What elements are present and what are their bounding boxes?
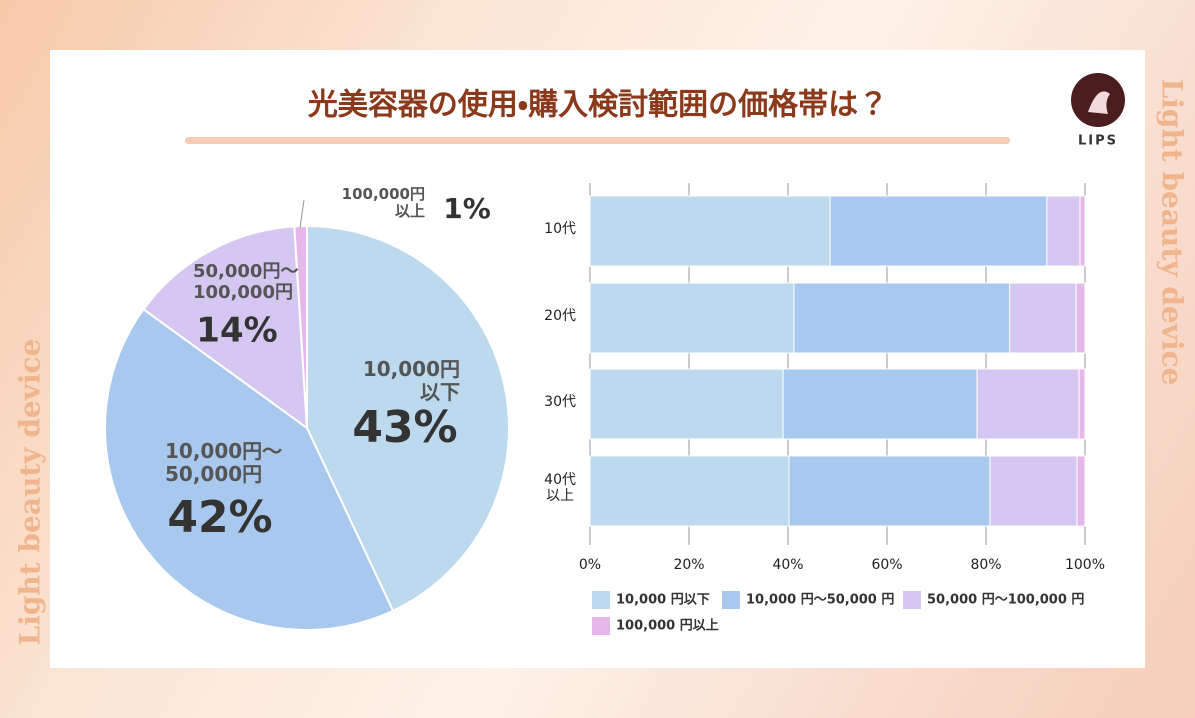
y-tick-label: 40代 以上: [544, 472, 576, 505]
logo-text: LIPS: [1078, 134, 1118, 149]
pie-label: 100,000円 以上: [341, 185, 425, 221]
leader-line: [299, 199, 305, 229]
legend-label: 100,000 円以上: [616, 619, 719, 634]
pie-value-label: 1%: [443, 192, 491, 225]
legend-swatch: [592, 591, 610, 609]
legend-swatch: [592, 617, 610, 635]
bar-segment: [976, 368, 1080, 440]
x-tick-label: 20%: [673, 557, 704, 573]
side-text: Light beauty device: [14, 339, 47, 646]
pie-slice: [306, 224, 510, 613]
bar-segment: [589, 282, 795, 354]
bar-segment: [589, 368, 784, 440]
pie-label: 50,000円〜 100,000円: [193, 261, 299, 303]
pie-label: 10,000円〜 50,000円: [165, 439, 283, 486]
pie-value-label: 43%: [352, 402, 457, 453]
legend-swatch: [722, 591, 740, 609]
x-tick-label: 60%: [871, 557, 902, 573]
legend-label: 50,000 円〜100,000 円: [927, 593, 1084, 608]
y-tick-label: 30代: [544, 394, 576, 410]
bar-segment: [1046, 195, 1081, 267]
legend-swatch: [903, 591, 921, 609]
y-tick-label: 20代: [544, 308, 576, 324]
pie-slice: [142, 225, 309, 431]
pie-slice: [104, 307, 395, 631]
bar-segment: [1078, 368, 1086, 440]
bar-segment: [1075, 282, 1086, 354]
y-tick-label: 10代: [544, 221, 576, 237]
bar-segment: [989, 455, 1078, 527]
legend-label: 10,000 円以下: [616, 593, 710, 608]
pie-value-label: 42%: [167, 492, 272, 543]
bar-segment: [829, 195, 1048, 267]
bar-segment: [1009, 282, 1077, 354]
legend-label: 10,000 円〜50,000 円: [746, 593, 894, 608]
bar-segment: [782, 368, 978, 440]
bar-segment: [1079, 195, 1086, 267]
bar-segment: [1076, 455, 1086, 527]
x-tick-label: 40%: [772, 557, 803, 573]
bar-segment: [793, 282, 1011, 354]
title: 光美容器の使用・購入検討範囲の価格帯は？: [308, 88, 888, 123]
side-text: Light beauty device: [1156, 79, 1189, 386]
bar-segment: [589, 195, 831, 267]
x-tick-label: 0%: [579, 557, 601, 573]
title-underline: [185, 137, 1010, 144]
x-tick-label: 80%: [970, 557, 1001, 573]
bar-segment: [589, 455, 790, 527]
logo-icon: [1088, 91, 1110, 114]
pie-label: 10,000円 以下: [362, 357, 460, 404]
pie-value-label: 14%: [196, 311, 277, 351]
x-tick-label: 100%: [1065, 557, 1105, 573]
bar-segment: [788, 455, 991, 527]
